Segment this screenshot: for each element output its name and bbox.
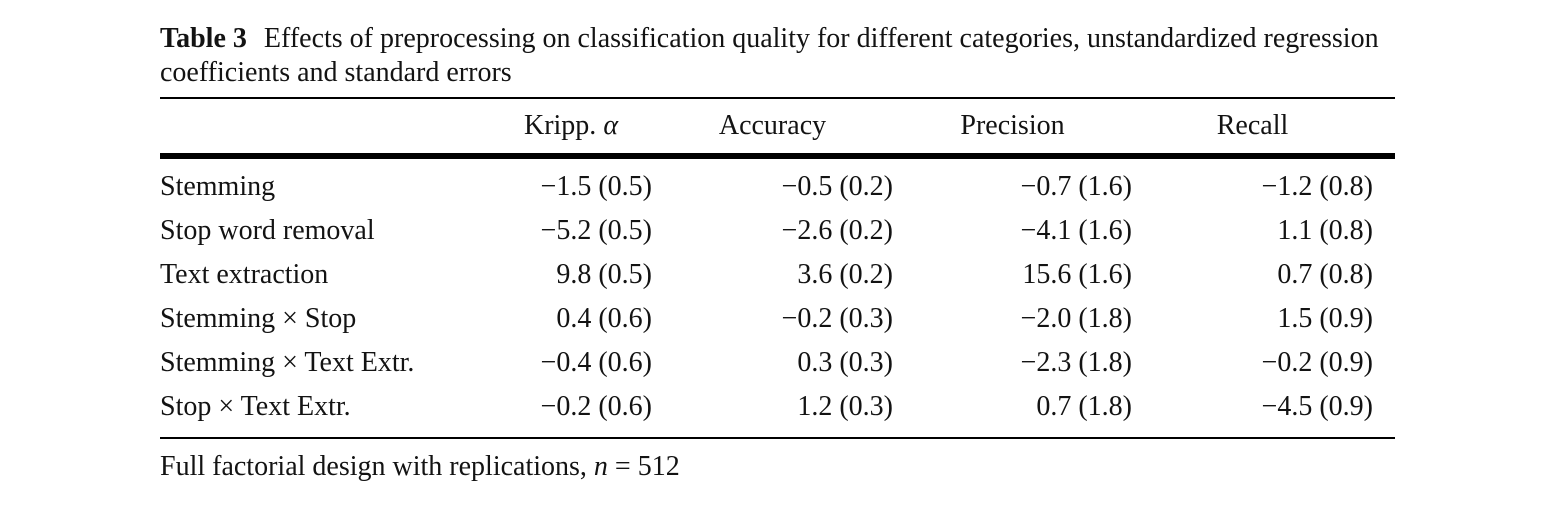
cell-kripp: −5.2 (0.5) (540, 215, 652, 246)
cell-precision: 15.6 (1.6) (1022, 259, 1132, 290)
table-caption-text: Effects of preprocessing on classificati… (160, 23, 1379, 88)
cell-precision: −2.0 (1.8) (1020, 303, 1132, 334)
cell-recall: 0.7 (0.8) (1277, 259, 1373, 290)
table-caption: Table 3 Effects of preprocessing on class… (160, 22, 1410, 90)
cell-recall: −0.2 (0.9) (1261, 347, 1373, 378)
footnote-text: Full factorial design with replications, (160, 451, 594, 482)
cell-precision: −4.1 (1.6) (1020, 215, 1132, 246)
table-row: Stemming −1.5 (0.5) −0.5 (0.2) −0.7 (1.6… (160, 156, 1395, 209)
header-row: Kripp. α Accuracy Precision Recall (160, 97, 1395, 159)
column-header-precision: Precision (893, 97, 1132, 159)
column-header-kripp-alpha: Kripp. α (490, 97, 652, 159)
row-label: Text extraction (160, 259, 329, 290)
row-label: Stop × Text Extr. (160, 385, 490, 439)
cell-kripp: 9.8 (0.5) (556, 259, 652, 290)
column-header-text: Precision (960, 110, 1065, 141)
column-header-stub (160, 97, 490, 159)
table-row: Stop word removal −5.2 (0.5) −2.6 (0.2) … (160, 209, 1395, 253)
table-row: Text extraction 9.8 (0.5) 3.6 (0.2) 15.6… (160, 253, 1395, 297)
footnote-n-symbol: n (593, 451, 608, 482)
column-header-recall: Recall (1132, 97, 1395, 159)
column-header-text: Kripp. (523, 110, 604, 141)
cell-recall: −1.2 (0.8) (1261, 171, 1373, 202)
cell-recall: −4.5 (0.9) (1132, 385, 1395, 439)
cell-precision: 0.7 (1.8) (893, 385, 1132, 439)
cell-precision: −0.7 (1.6) (1020, 171, 1132, 202)
row-label: Stemming × Text Extr. (160, 347, 415, 378)
paper-table-figure: Table 3 Effects of preprocessing on class… (160, 22, 1410, 484)
column-header-accuracy: Accuracy (652, 97, 893, 159)
cell-accuracy: −2.6 (0.2) (781, 215, 893, 246)
row-label: Stop word removal (160, 215, 375, 246)
cell-accuracy: −0.2 (0.3) (781, 303, 893, 334)
cell-kripp: −0.2 (0.6) (490, 385, 652, 439)
row-label: Stemming (160, 171, 276, 202)
cell-precision: −2.3 (1.8) (1020, 347, 1132, 378)
table-footnote: Full factorial design with replications,… (160, 450, 1410, 484)
table-row: Stemming × Stop 0.4 (0.6) −0.2 (0.3) −2.… (160, 297, 1395, 341)
cell-recall: 1.5 (0.9) (1277, 303, 1373, 334)
cell-accuracy: 1.2 (0.3) (652, 385, 893, 439)
row-label: Stemming × Stop (160, 303, 357, 334)
table-label: Table 3 (160, 23, 247, 54)
alpha-symbol: α (603, 110, 619, 141)
cell-kripp: −0.4 (0.6) (540, 347, 652, 378)
cell-recall: 1.1 (0.8) (1277, 215, 1373, 246)
cell-accuracy: 0.3 (0.3) (797, 347, 893, 378)
cell-accuracy: 3.6 (0.2) (797, 259, 893, 290)
column-header-text: Accuracy (718, 110, 827, 141)
results-table: Kripp. α Accuracy Precision Recall Stemm… (160, 97, 1395, 439)
table-row: Stemming × Text Extr. −0.4 (0.6) 0.3 (0.… (160, 341, 1395, 385)
cell-kripp: 0.4 (0.6) (556, 303, 652, 334)
cell-accuracy: −0.5 (0.2) (781, 171, 893, 202)
cell-kripp: −1.5 (0.5) (540, 171, 652, 202)
table-row: Stop × Text Extr. −0.2 (0.6) 1.2 (0.3) 0… (160, 385, 1395, 439)
footnote-value: = 512 (607, 451, 680, 482)
column-header-text: Recall (1216, 110, 1289, 141)
